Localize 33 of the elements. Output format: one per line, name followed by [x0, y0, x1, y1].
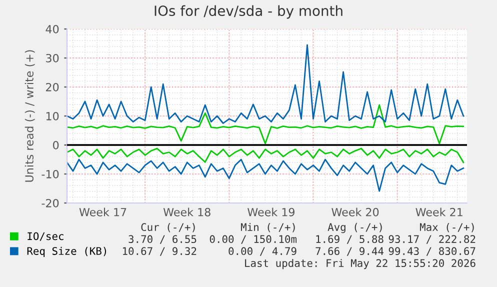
- text: 7.66 / 9.44: [316, 247, 384, 256]
- legend-label: Req Size (KB): [27, 246, 106, 257]
- text: Cur (-/+): [141, 223, 195, 232]
- y-tick-label: 10: [46, 112, 59, 120]
- chart-title: IOs for /dev/sda - by month: [154, 5, 342, 19]
- y-tick-label: 0: [53, 140, 59, 150]
- line-series: [67, 44, 464, 124]
- text: 93.17 / 222.82: [388, 235, 476, 244]
- line-series: [67, 158, 464, 192]
- text: 0.00 / 150.10m: [210, 235, 297, 244]
- text: Last update: Fri May 22 15:55:20 2026: [245, 258, 476, 270]
- y-tick-label: 30: [46, 54, 59, 62]
- line-series: [67, 148, 464, 164]
- y-tick-label: 20: [46, 82, 59, 92]
- line-series: [67, 104, 464, 144]
- x-tick-label: Week 21: [416, 208, 462, 216]
- text: Avg (-/+): [328, 222, 382, 234]
- text: Min (-/+): [240, 222, 295, 232]
- x-tick-label: Week 18: [163, 208, 210, 216]
- x-tick-label: Week 19: [248, 208, 294, 216]
- y-tick-label: -20: [42, 198, 59, 208]
- y-tick-label: -10: [42, 170, 59, 178]
- text: Max (-/+): [420, 223, 474, 232]
- text: 1.69 / 5.88: [316, 235, 384, 244]
- text: 0.00 / 4.79: [228, 247, 296, 256]
- text: 10.67 / 9.32: [123, 247, 196, 256]
- y-tick-label: 40: [46, 24, 59, 34]
- text: 3.70 / 6.55: [128, 235, 196, 244]
- y-axis-title: Units read (-) / write (+): [24, 50, 35, 182]
- x-tick-label: Week 17: [79, 208, 126, 216]
- x-tick-label: Week 20: [332, 208, 379, 216]
- text: 99.43 / 830.67: [388, 247, 476, 256]
- legend-label: IO/sec: [28, 232, 64, 241]
